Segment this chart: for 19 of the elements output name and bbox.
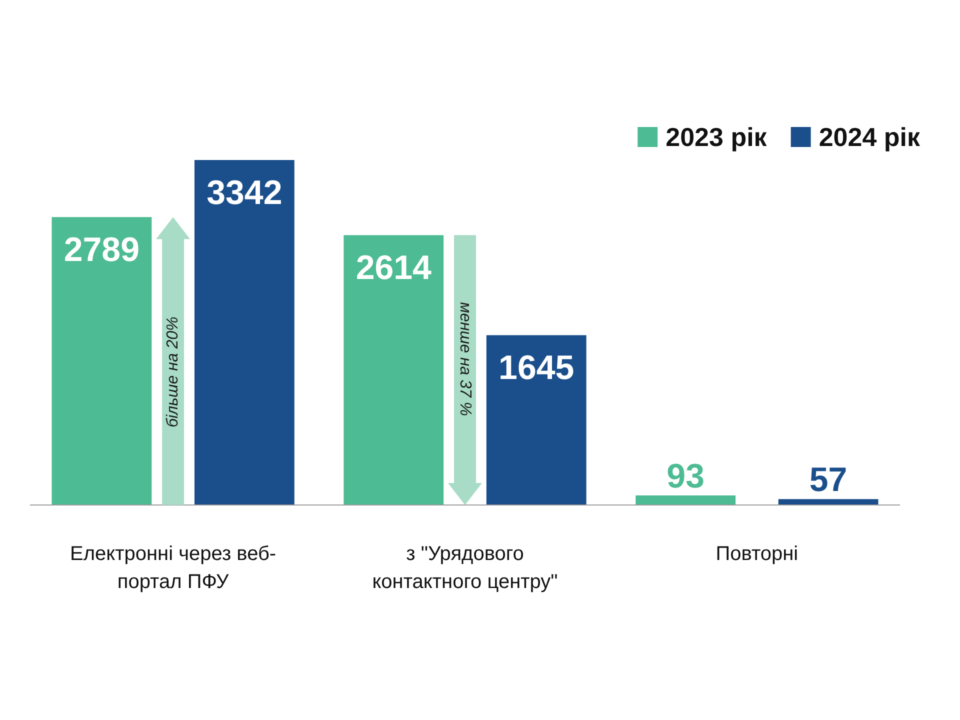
data-label: 93 [666,457,704,496]
bar [778,499,878,505]
data-label: 2614 [356,249,432,288]
bar [194,160,294,505]
bar [486,335,586,505]
data-label: 57 [809,461,848,500]
x-tick-label: з "Урядового контактного центру" [372,543,558,593]
data-label: 1645 [498,349,574,388]
x-tick-label: Електронні через веб-портал ПФУ [70,543,276,593]
data-label: 3342 [206,174,282,212]
bar [636,495,736,505]
legend-label: 2023 рік [666,122,768,152]
annotation: менше на 37 % [456,302,474,416]
annotation: більше на 20% [164,316,182,428]
legend-label: 2024 рік [818,122,921,152]
data-label: 2789 [64,231,140,270]
bar [52,217,152,505]
bar [344,235,444,505]
x-tick-label: Повторні [716,543,798,565]
